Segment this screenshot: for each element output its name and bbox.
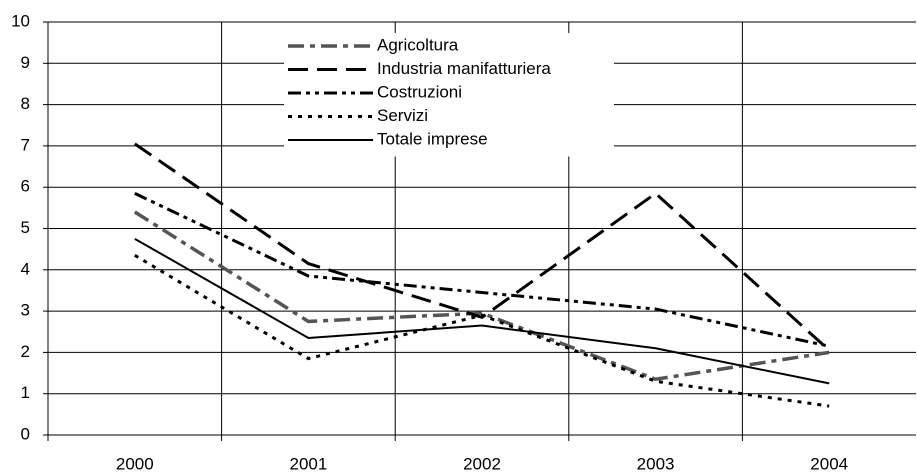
y-tick-label: 2 [21,342,30,361]
legend-label: Costruzioni [377,82,462,101]
y-tick-label: 8 [21,94,30,113]
series-line [134,254,830,408]
y-tick-label: 6 [21,177,30,196]
y-tick-label: 7 [21,135,30,154]
y-tick-label: 5 [21,218,30,237]
y-tick-label: 1 [21,383,30,402]
y-tick-label: 0 [21,424,30,443]
legend-label: Totale imprese [377,129,488,148]
legend-label: Agricoltura [377,35,459,54]
legend-label: Servizi [377,106,428,125]
x-tick-label: 2004 [810,454,848,473]
legend-label: Industria manifatturiera [377,59,551,78]
y-tick-label: 4 [21,259,30,278]
x-tick-label: 2002 [463,454,501,473]
series-line [134,192,830,348]
series-line [133,210,830,382]
x-tick-label: 2001 [289,454,327,473]
y-tick-label: 3 [21,301,30,320]
series-line [134,237,830,385]
legend-background [284,33,614,157]
series-line [133,142,831,352]
y-tick-label: 9 [21,53,30,72]
x-tick-label: 2000 [116,454,154,473]
x-tick-label: 2003 [637,454,675,473]
y-tick-label: 10 [11,11,30,30]
